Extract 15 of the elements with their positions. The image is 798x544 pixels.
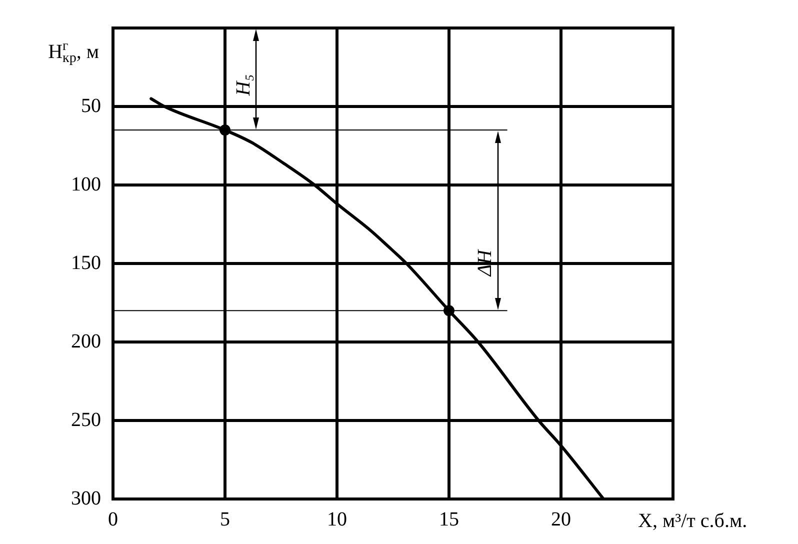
annotation: H₅	[232, 74, 255, 96]
annotation: ΔH	[474, 250, 496, 276]
y-axis-title: H$^{г}$$_{кр}$, м	[48, 38, 99, 66]
x-axis-title: X, м³/т с.б.м.	[638, 509, 748, 533]
y-tick-label: 300	[71, 487, 101, 510]
x-tick-label: 20	[551, 508, 571, 530]
x-tick-label: 10	[327, 508, 347, 530]
y-tick-label: 50	[81, 94, 101, 117]
x-tick-label: 5	[220, 508, 230, 530]
x-tick-label: 15	[439, 508, 459, 530]
x-tick-label: 0	[108, 508, 118, 530]
y-tick-label: 150	[71, 252, 101, 274]
y-tick-label: 100	[71, 173, 101, 196]
y-tick-label: 250	[71, 408, 101, 431]
y-tick-label: 200	[71, 330, 101, 352]
